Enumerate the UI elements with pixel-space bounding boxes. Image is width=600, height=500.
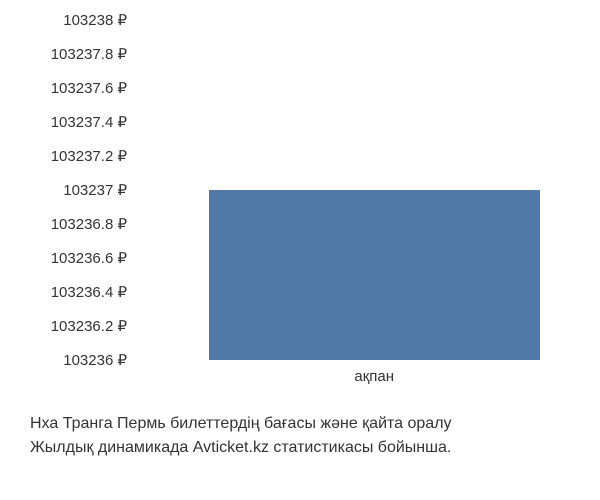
y-tick-label: 103237.2 ₽ [51,147,127,165]
caption: Нха Транга Пермь билеттердің бағасы және… [30,412,590,460]
y-tick-label: 103237.8 ₽ [51,45,127,63]
y-tick-label: 103237 ₽ [63,181,127,199]
x-tick-label: ақпан [354,368,394,385]
y-tick-label: 103236.8 ₽ [51,215,127,233]
y-axis: 103238 ₽103237.8 ₽103237.6 ₽103237.4 ₽10… [0,20,135,360]
bar [209,190,540,360]
chart-area: 103238 ₽103237.8 ₽103237.6 ₽103237.4 ₽10… [0,20,600,390]
caption-line-1: Нха Транга Пермь билеттердің бағасы және… [30,412,590,436]
y-tick-label: 103238 ₽ [63,11,127,29]
plot-area: ақпан [135,20,595,360]
y-tick-label: 103237.6 ₽ [51,79,127,97]
y-tick-label: 103237.4 ₽ [51,113,127,131]
y-tick-label: 103236.4 ₽ [51,283,127,301]
caption-line-2: Жылдық динамикада Avticket.kz статистика… [30,436,590,460]
y-tick-label: 103236.6 ₽ [51,249,127,267]
y-tick-label: 103236.2 ₽ [51,317,127,335]
y-tick-label: 103236 ₽ [63,351,127,369]
